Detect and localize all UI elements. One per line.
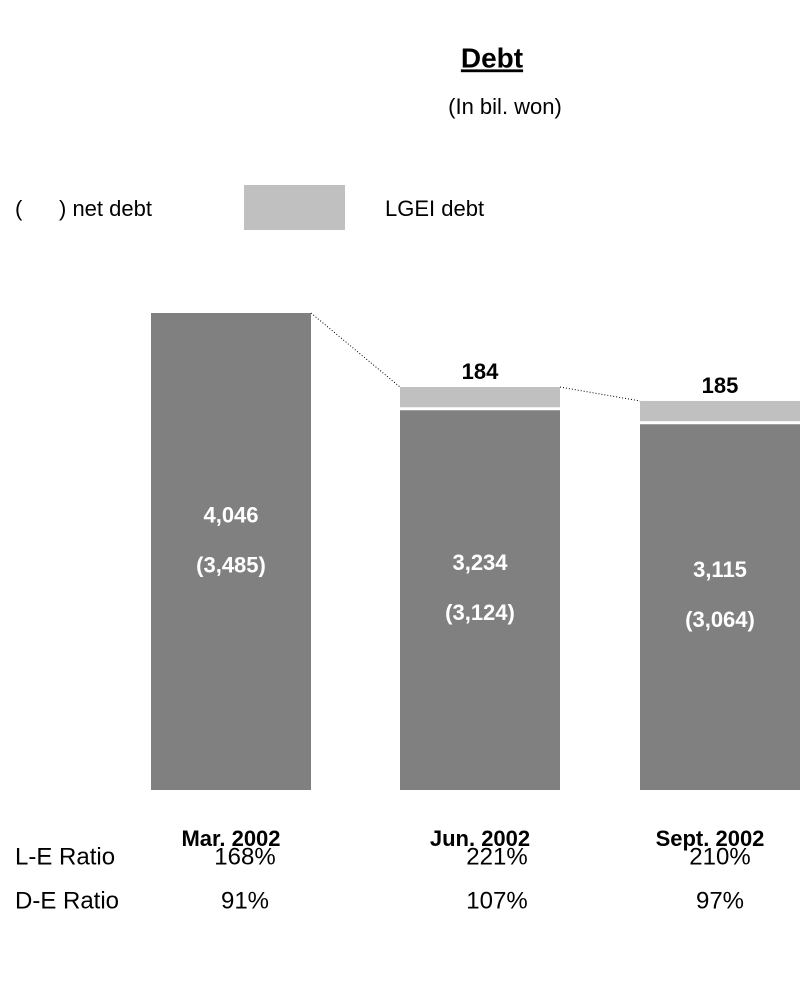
x-tick-label: Mar. 2002 (181, 826, 280, 851)
ratio-name: D-E Ratio (15, 887, 119, 914)
value-label: 4,046 (203, 502, 258, 527)
net-debt-label: (3,064) (685, 607, 755, 632)
value-label: 3,234 (452, 550, 508, 575)
net-debt-label: (3,485) (196, 552, 266, 577)
bar-segment (640, 400, 800, 423)
connector (310, 312, 401, 388)
legend-label: ( ) net debt (15, 196, 152, 221)
bar-segment (400, 387, 560, 409)
bar-segment (400, 408, 560, 790)
net-debt-label: (3,124) (445, 600, 515, 625)
ratio-value: 221% (466, 843, 527, 870)
ratio-value: 107% (466, 887, 527, 914)
ratio-value: 91% (221, 887, 269, 914)
bar-segment (640, 422, 800, 790)
legend-swatch (244, 185, 345, 230)
ratio-name: L-E Ratio (15, 843, 115, 870)
chart-subtitle: (In bil. won) (448, 94, 562, 119)
value-label: 185 (702, 373, 739, 398)
ratio-value: 97% (696, 887, 744, 914)
bar-segment (151, 313, 311, 790)
ratio-value: 210% (689, 843, 750, 870)
value-label: 184 (462, 359, 499, 384)
x-tick-label: Sept. 2002 (656, 826, 765, 851)
legend-label: LGEI debt (385, 196, 484, 221)
value-label: 3,115 (693, 557, 747, 582)
ratio-value: 168% (214, 843, 275, 870)
chart-title: Debt (461, 42, 523, 73)
x-tick-label: Jun. 2002 (430, 826, 530, 851)
connector (559, 386, 641, 402)
